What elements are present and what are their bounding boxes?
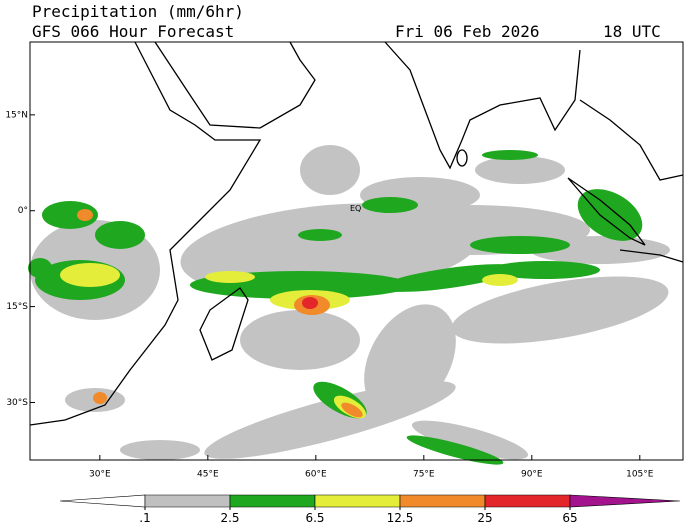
colorbar-bin — [484, 494, 571, 508]
lon-tick-label: 60°E — [305, 470, 327, 480]
colorbar-bin — [314, 494, 401, 508]
lon-tick-label: 30°E — [89, 470, 111, 480]
colorbar-bin — [569, 494, 681, 508]
time: 18 UTC — [603, 22, 661, 41]
title: Precipitation (mm/6hr) — [32, 2, 244, 21]
coastlines — [29, 41, 684, 426]
colorbar-bin — [229, 494, 316, 508]
lat-tick-label: 30°S — [6, 398, 28, 408]
subtitle: GFS 066 Hour Forecast — [32, 22, 234, 41]
colorbar-bin — [399, 494, 486, 508]
precip-moderate — [28, 150, 643, 465]
colorbar-tick-label: 25 — [477, 511, 492, 525]
colorbar-tick-label: .1 — [139, 511, 150, 525]
lat-tick-label: 0° — [18, 206, 28, 216]
lat-tick-label: 15°S — [6, 302, 28, 312]
lon-tick-label: 45°E — [197, 470, 219, 480]
lon-tick-label: 90°E — [521, 470, 543, 480]
colorbar-tick-label: 2.5 — [220, 511, 239, 525]
date: Fri 06 Feb 2026 — [395, 22, 540, 41]
colorbar-tick-label: 65 — [562, 511, 577, 525]
map-frame — [29, 41, 684, 461]
lat-tick-label: 15°N — [5, 110, 28, 120]
colorbar-tick-label: 12.5 — [387, 511, 414, 525]
colorbar-tick-label: 6.5 — [305, 511, 324, 525]
lon-tick-label: 105°E — [626, 470, 654, 480]
lon-tick-label: 75°E — [413, 470, 435, 480]
equator-label: EQ — [350, 204, 361, 213]
map: EQ — [28, 41, 684, 465]
colorbar-bin — [144, 494, 231, 508]
precip-extreme — [302, 297, 318, 309]
colorbar-bin — [59, 494, 146, 508]
